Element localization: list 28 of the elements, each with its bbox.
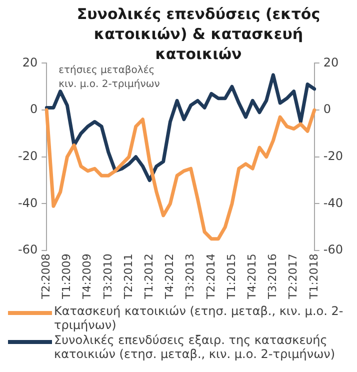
x-tick-label: T4:2012 bbox=[163, 254, 176, 300]
x-tick-label: T4:2009 bbox=[80, 254, 94, 300]
x-tick-label: T3:2010 bbox=[101, 254, 114, 300]
x-tick-label: T2:2011 bbox=[122, 254, 135, 300]
legend-label: Κατασκευή κατοικιών (ετησ. μεταβ., κιν. μ.ο. 2-τριμήνων) bbox=[54, 304, 344, 332]
x-tick-label: T3:2013 bbox=[184, 254, 197, 300]
x-tick-label: T4:2015 bbox=[245, 254, 258, 300]
y-tick-label: -40 bbox=[18, 196, 38, 210]
x-tick-label: T1:2009 bbox=[60, 254, 74, 300]
y2-tick-label: -20 bbox=[323, 149, 344, 164]
x-tick-label: T3:2016 bbox=[266, 254, 280, 300]
x-tick-label: T1:2015 bbox=[224, 254, 238, 300]
y-tick-label: -60 bbox=[18, 242, 38, 257]
x-tick-label: T2:2008 bbox=[39, 254, 52, 300]
x-tick-label: T1:2012 bbox=[142, 254, 156, 300]
x-tick-label: T2:2017 bbox=[286, 254, 300, 300]
y-tick-label: -20 bbox=[18, 149, 38, 164]
y2-tick-label: -60 bbox=[323, 242, 344, 257]
legend-label: Συνολικές επενδύσεις εξαιρ. της κατασκευής κατοικιών (ετησ. μεταβ., κιν. μ.ο. 2-τριμήνων) bbox=[54, 333, 336, 361]
x-tick-label: T2:2014 bbox=[204, 254, 218, 300]
annotation: κιν. μ.ο. 2-τριμήνων bbox=[58, 78, 160, 90]
x-tick-label: T1:2018 bbox=[307, 254, 320, 300]
y-tick-label: 20 bbox=[22, 55, 38, 70]
y2-tick-label: 20 bbox=[323, 55, 339, 70]
y2-tick-label: -40 bbox=[323, 196, 344, 210]
annotation: ετήσιες μεταβολές bbox=[58, 64, 155, 76]
y-tick-label: 0 bbox=[30, 102, 38, 116]
y2-tick-label: 0 bbox=[323, 102, 332, 116]
